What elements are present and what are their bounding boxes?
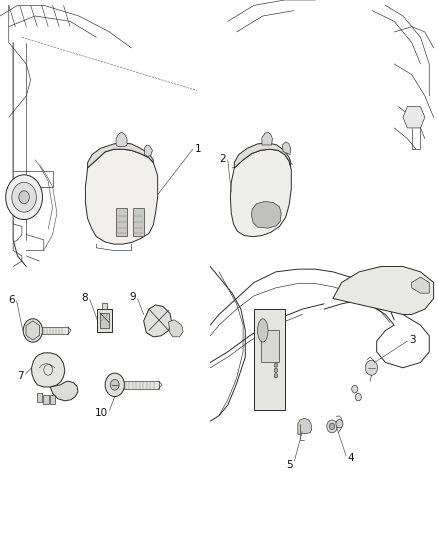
Circle shape (274, 374, 278, 378)
Text: 10: 10 (95, 408, 108, 417)
Bar (133, 208, 144, 236)
Polygon shape (50, 381, 78, 401)
Polygon shape (37, 393, 42, 402)
Polygon shape (262, 132, 272, 145)
Polygon shape (258, 319, 268, 342)
Polygon shape (403, 107, 425, 128)
Text: 1: 1 (195, 144, 201, 154)
Polygon shape (254, 309, 285, 410)
Circle shape (327, 420, 337, 433)
Polygon shape (88, 143, 153, 168)
Circle shape (28, 324, 38, 337)
Circle shape (329, 423, 335, 430)
Polygon shape (100, 313, 109, 328)
Bar (261, 330, 279, 362)
Circle shape (336, 419, 343, 428)
Polygon shape (298, 418, 312, 434)
Text: 2: 2 (219, 154, 226, 164)
Text: 8: 8 (81, 294, 88, 303)
Bar (42, 327, 68, 334)
Text: 9: 9 (129, 293, 136, 302)
Polygon shape (116, 132, 127, 147)
Polygon shape (412, 277, 429, 293)
Circle shape (274, 368, 278, 373)
Polygon shape (144, 305, 172, 337)
Polygon shape (43, 395, 49, 404)
Polygon shape (97, 309, 112, 332)
Polygon shape (26, 321, 40, 340)
Circle shape (12, 182, 36, 212)
Circle shape (105, 373, 124, 397)
Text: 5: 5 (286, 460, 293, 470)
Polygon shape (50, 395, 55, 404)
Text: 3: 3 (410, 335, 416, 345)
Text: 6: 6 (8, 295, 15, 304)
Text: 4: 4 (347, 454, 354, 463)
Bar (124, 381, 159, 389)
Polygon shape (145, 145, 152, 157)
Circle shape (274, 363, 278, 367)
Circle shape (23, 319, 42, 342)
Polygon shape (85, 149, 158, 244)
Polygon shape (230, 149, 291, 237)
Circle shape (352, 385, 358, 393)
Polygon shape (169, 320, 183, 337)
Bar (116, 208, 127, 236)
Circle shape (19, 191, 29, 204)
Circle shape (110, 379, 119, 390)
Polygon shape (251, 201, 281, 228)
Polygon shape (333, 266, 434, 314)
Polygon shape (283, 142, 291, 155)
Circle shape (355, 393, 361, 401)
Polygon shape (234, 143, 291, 168)
Polygon shape (102, 303, 107, 309)
Text: 7: 7 (17, 371, 24, 381)
Circle shape (6, 175, 42, 220)
Circle shape (365, 360, 378, 375)
Polygon shape (32, 353, 65, 387)
